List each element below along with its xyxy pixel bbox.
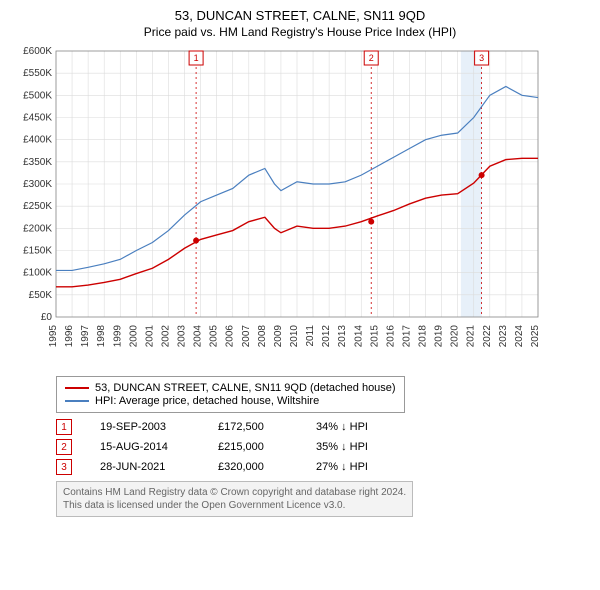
sale-date: 15-AUG-2014 [100,441,190,453]
svg-text:£500K: £500K [23,90,52,101]
svg-text:2003: 2003 [177,325,188,348]
svg-text:2001: 2001 [144,325,155,348]
svg-text:1996: 1996 [64,325,75,348]
sales-table: 1 19-SEP-2003 £172,500 34% ↓ HPI 2 15-AU… [56,419,592,475]
svg-text:2024: 2024 [514,325,525,348]
svg-text:2016: 2016 [385,325,396,348]
svg-text:£350K: £350K [23,157,52,168]
sale-delta: 27% ↓ HPI [316,461,368,473]
svg-text:2010: 2010 [289,325,300,348]
svg-text:£550K: £550K [23,68,52,79]
legend-item: HPI: Average price, detached house, Wilt… [65,395,396,407]
svg-text:2: 2 [369,53,374,63]
title-subtitle: Price paid vs. HM Land Registry's House … [8,25,592,39]
svg-text:2007: 2007 [241,325,252,348]
svg-text:3: 3 [479,53,484,63]
svg-text:2020: 2020 [450,325,461,348]
title-address: 53, DUNCAN STREET, CALNE, SN11 9QD [8,8,592,23]
marker-badge: 2 [56,439,72,455]
svg-text:2005: 2005 [209,325,220,348]
svg-text:2011: 2011 [305,325,316,347]
svg-text:2018: 2018 [418,325,429,348]
svg-text:£0: £0 [41,312,53,323]
legend-swatch [65,387,89,389]
legend-item: 53, DUNCAN STREET, CALNE, SN11 9QD (deta… [65,382,396,394]
svg-text:2021: 2021 [466,325,477,348]
svg-text:2012: 2012 [321,325,332,348]
svg-text:£200K: £200K [23,223,52,234]
svg-text:1997: 1997 [80,325,91,348]
svg-text:1998: 1998 [96,325,107,348]
chart-container: £0 £50K £100K £150K £200K £250K £300K £350K £400… [8,45,592,370]
svg-text:2009: 2009 [273,325,284,348]
svg-text:£450K: £450K [23,113,52,124]
sale-delta: 35% ↓ HPI [316,441,368,453]
svg-text:2002: 2002 [160,325,171,348]
svg-text:2014: 2014 [353,325,364,348]
svg-text:£300K: £300K [23,179,52,190]
sale-date: 28-JUN-2021 [100,461,190,473]
svg-text:£400K: £400K [23,135,52,146]
svg-text:2023: 2023 [498,325,509,348]
sale-price: £320,000 [218,461,288,473]
marker-badge: 1 [56,419,72,435]
svg-text:2015: 2015 [369,325,380,348]
svg-text:2000: 2000 [128,325,139,348]
chart-title-block: 53, DUNCAN STREET, CALNE, SN11 9QD Price… [8,8,592,39]
svg-text:1: 1 [194,53,199,63]
table-row: 2 15-AUG-2014 £215,000 35% ↓ HPI [56,439,592,455]
svg-text:2022: 2022 [482,325,493,348]
svg-text:2004: 2004 [193,325,204,348]
marker-badge: 3 [56,459,72,475]
svg-text:2025: 2025 [530,325,541,348]
svg-text:2013: 2013 [337,325,348,348]
sale-date: 19-SEP-2003 [100,421,190,433]
price-chart: £0 £50K £100K £150K £200K £250K £300K £350K £400… [8,45,548,365]
legend-swatch [65,400,89,402]
svg-text:£50K: £50K [29,290,53,301]
legend: 53, DUNCAN STREET, CALNE, SN11 9QD (deta… [56,376,405,413]
svg-text:£250K: £250K [23,201,52,212]
svg-text:2008: 2008 [257,325,268,348]
svg-text:£100K: £100K [23,268,52,279]
svg-text:2019: 2019 [434,325,445,348]
svg-text:1999: 1999 [112,325,123,348]
footer-line: Contains HM Land Registry data © Crown c… [63,486,406,499]
svg-text:2006: 2006 [225,325,236,348]
svg-text:1995: 1995 [48,325,59,348]
table-row: 3 28-JUN-2021 £320,000 27% ↓ HPI [56,459,592,475]
sale-price: £215,000 [218,441,288,453]
footer-line: This data is licensed under the Open Gov… [63,499,406,512]
legend-label: HPI: Average price, detached house, Wilt… [95,395,319,407]
sale-price: £172,500 [218,421,288,433]
legend-label: 53, DUNCAN STREET, CALNE, SN11 9QD (deta… [95,382,396,394]
sale-delta: 34% ↓ HPI [316,421,368,433]
table-row: 1 19-SEP-2003 £172,500 34% ↓ HPI [56,419,592,435]
svg-text:2017: 2017 [401,325,412,348]
svg-text:£150K: £150K [23,246,52,257]
attribution-footer: Contains HM Land Registry data © Crown c… [56,481,413,517]
svg-text:£600K: £600K [23,46,52,57]
